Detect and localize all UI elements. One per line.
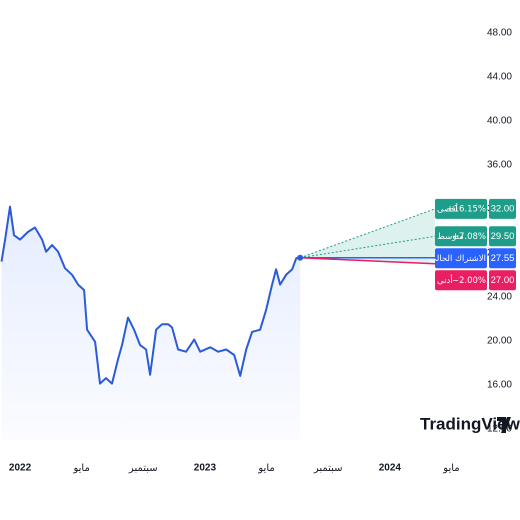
y-tick-label: 48.00: [487, 28, 512, 39]
target-name: متوسط: [437, 232, 464, 242]
target-label-bg: [435, 226, 487, 247]
y-tick-label: 20.00: [487, 335, 512, 346]
target-value: 32.00: [491, 203, 515, 214]
x-tick-label: سبتمبر: [128, 463, 158, 474]
target-value-bg: [489, 198, 516, 219]
target-change: +16.15%: [446, 204, 486, 214]
x-tick-label: سبتمبر: [313, 463, 343, 474]
watermark-text: TradingView: [420, 414, 520, 433]
watermark: TradingView: [420, 414, 520, 433]
x-tick-label: 2022: [9, 463, 32, 474]
target-value-bg: [489, 248, 516, 269]
target-name: أدنى: [437, 274, 453, 286]
target-label-bg: [435, 198, 487, 219]
y-tick-label: 40.00: [487, 116, 512, 127]
target-value-bg: [489, 270, 516, 291]
target-label-bg: [435, 248, 487, 269]
target-value-bg: [489, 226, 516, 247]
target-value: 27.00: [491, 275, 515, 286]
price-area: [1, 206, 301, 440]
target-value: 29.50: [491, 231, 515, 242]
target-line: [300, 235, 436, 259]
target-label-bg: [435, 270, 487, 291]
y-tick-label: 44.00: [487, 72, 512, 83]
x-tick-label: مايو: [257, 463, 274, 474]
x-tick-label: مايو: [442, 463, 459, 474]
y-tick-label: 36.00: [487, 159, 512, 170]
y-tick-label: 12.00: [487, 423, 512, 434]
y-tick-label: 16.00: [487, 379, 512, 390]
x-tick-label: مايو: [72, 463, 89, 474]
x-tick-label: 2023: [194, 463, 217, 474]
target-range: [300, 208, 435, 264]
x-tick-label: 2024: [379, 463, 402, 474]
target-change: −2.00%: [452, 276, 486, 286]
target-change: +7.08%: [452, 232, 486, 242]
target-line: [300, 256, 436, 265]
target-name: أقصى: [437, 202, 458, 214]
last-point: [297, 254, 304, 261]
watermark-logo: [497, 417, 511, 433]
target-value: 27.55: [491, 253, 515, 264]
price-line: [0, 205, 301, 385]
y-tick-label: 24.00: [487, 291, 512, 302]
target-name: الاشتراك الحالي: [430, 254, 486, 264]
